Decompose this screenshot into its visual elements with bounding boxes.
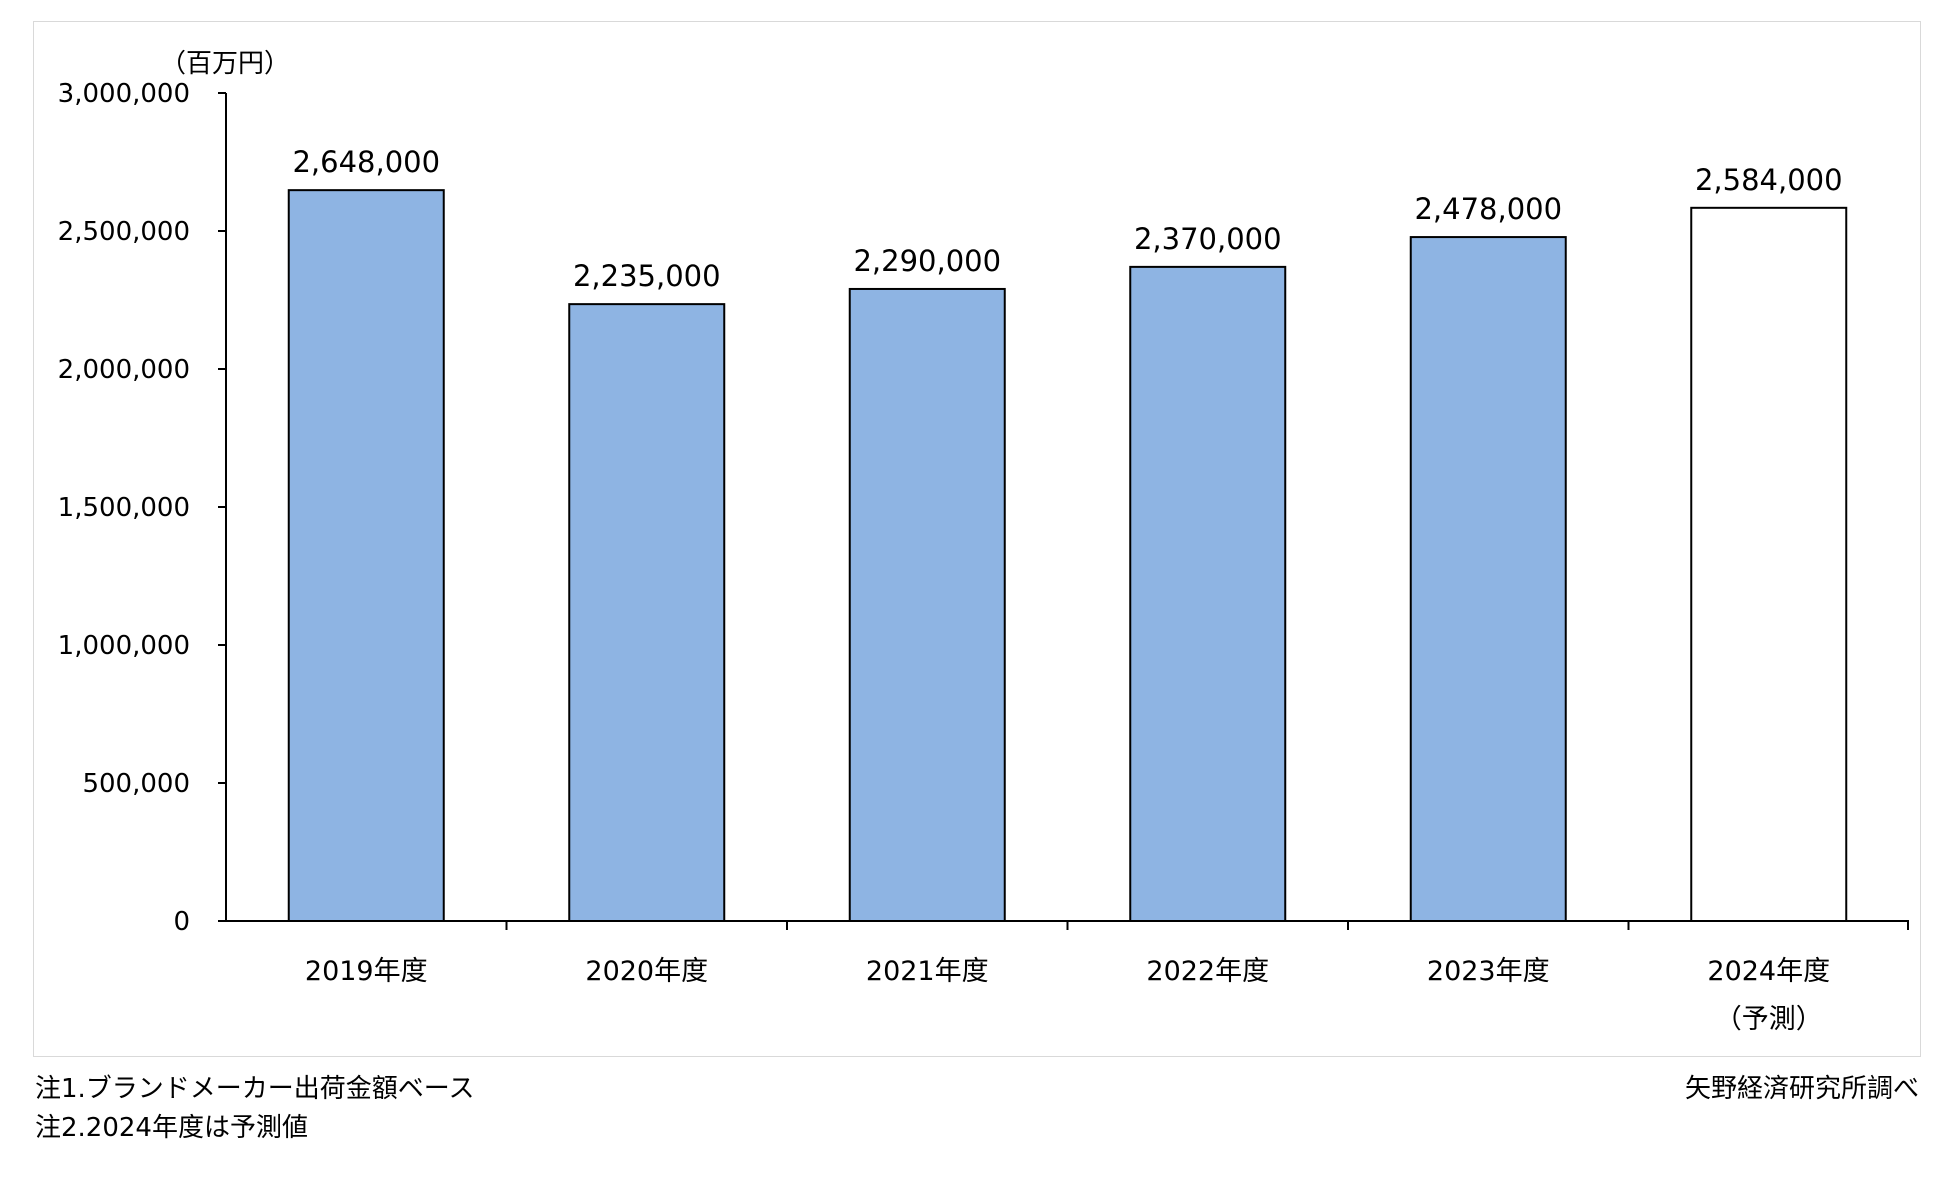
footnote-1: 注1.ブランドメーカー出荷金額ベース [35,1074,475,1104]
bar [287,189,445,923]
x-tick-label: 2024年度 [1707,956,1830,987]
y-tick-label: 2,500,000 [58,217,190,247]
bar [1690,206,1848,923]
x-tick-label: 2022年度 [1146,956,1269,987]
bar [1129,265,1287,922]
y-axis-unit-label: （百万円） [160,49,290,79]
source-credit: 矢野経済研究所調べ [1684,1074,1919,1104]
bar-value-label: 2,290,000 [853,244,1001,278]
bars [287,189,1848,923]
y-tick-label: 500,000 [82,769,190,799]
bar-value-label: 2,648,000 [292,145,440,179]
x-tick-sublabel: （予測） [1715,1004,1823,1035]
y-tick-label: 2,000,000 [58,355,190,385]
x-tick-label: 2023年度 [1427,956,1550,987]
value-labels: 2,648,000 2,235,000 2,290,000 2,370,000 2,47… [292,145,1842,293]
x-tick-labels: 2019年度 2020年度 2021年度 2022年度 2023年度 2024年度 （予測） [305,956,1830,1035]
x-tick-label: 2019年度 [305,956,428,987]
y-tick-label: 1,500,000 [58,493,190,523]
footnote-2: 注2.2024年度は予測値 [35,1113,308,1143]
x-tick-marks [505,921,1909,930]
y-tick-label: 3,000,000 [58,79,190,109]
chart-frame [33,21,1921,1057]
bar [848,287,1006,922]
bar-value-label: 2,370,000 [1134,222,1282,256]
x-tick-label: 2021年度 [866,956,989,987]
y-tick-labels: 0 500,000 1,000,000 1,500,000 2,000,000 2,500… [58,79,190,937]
y-tick-marks [218,92,226,922]
bar [1409,236,1567,922]
y-tick-label: 1,000,000 [58,631,190,661]
bar-value-label: 2,584,000 [1695,163,1843,197]
x-tick-label: 2020年度 [585,956,708,987]
bar [568,303,726,922]
bar-value-label: 2,235,000 [573,259,721,293]
y-tick-label: 0 [173,907,190,937]
bar-value-label: 2,478,000 [1414,192,1562,226]
